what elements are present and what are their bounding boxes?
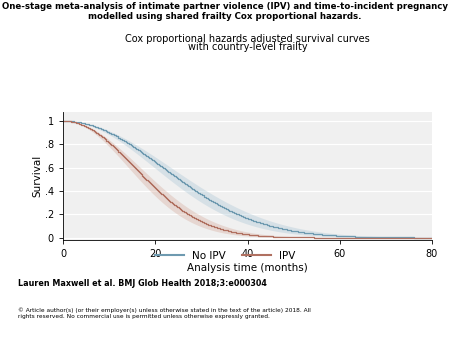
X-axis label: Analysis time (months): Analysis time (months) — [187, 263, 308, 273]
Text: Global: Global — [356, 305, 406, 319]
Text: Cox proportional hazards adjusted survival curves: Cox proportional hazards adjusted surviv… — [125, 34, 370, 44]
Text: Health: Health — [356, 319, 407, 333]
Text: Lauren Maxwell et al. BMJ Glob Health 2018;3:e000304: Lauren Maxwell et al. BMJ Glob Health 20… — [18, 279, 267, 288]
Text: with country-level frailty: with country-level frailty — [188, 42, 307, 52]
Text: modelled using shared frailty Cox proportional hazards.: modelled using shared frailty Cox propor… — [88, 12, 362, 21]
Text: BMJ: BMJ — [367, 291, 396, 306]
Y-axis label: Survival: Survival — [32, 155, 42, 197]
Legend: No IPV, IPV: No IPV, IPV — [150, 247, 300, 265]
Text: One-stage meta-analysis of intimate partner violence (IPV) and time-to-incident : One-stage meta-analysis of intimate part… — [2, 2, 448, 11]
Text: © Article author(s) (or their employer(s) unless otherwise stated in the text of: © Article author(s) (or their employer(s… — [18, 308, 311, 319]
